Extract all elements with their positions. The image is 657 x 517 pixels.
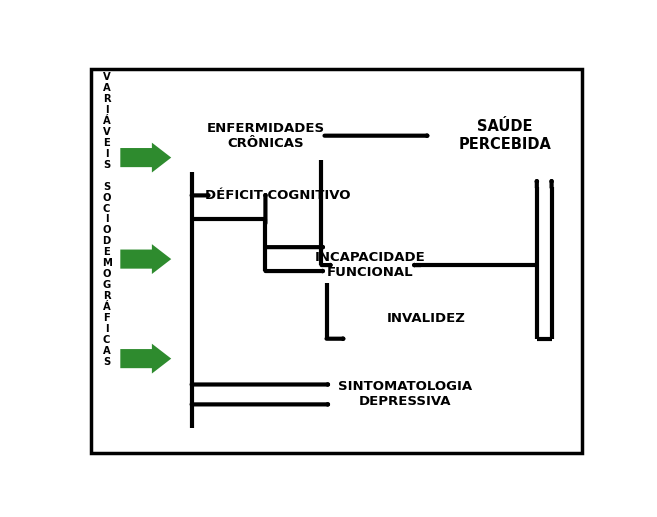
Text: V
A
R
I
Á
V
E
I
S
 
S
O
C
I
O
D
E
M
O
G
R
Á
F
I
C
A
S: V A R I Á V E I S S O C I O D E M O G R … (102, 72, 112, 367)
Text: INCAPACIDADE
FUNCIONAL: INCAPACIDADE FUNCIONAL (315, 251, 425, 279)
Polygon shape (120, 143, 171, 173)
Polygon shape (120, 244, 171, 274)
Text: SAÚDE
PERCEBIDA: SAÚDE PERCEBIDA (459, 119, 551, 152)
Text: ENFERMIDADES
CRÔNICAS: ENFERMIDADES CRÔNICAS (206, 121, 325, 150)
Text: INVALIDEZ: INVALIDEZ (386, 312, 465, 325)
Text: DÉFICIT COGNITIVO: DÉFICIT COGNITIVO (206, 189, 351, 202)
Polygon shape (120, 344, 171, 374)
Text: SINTOMATOLOGIA
DEPRESSIVA: SINTOMATOLOGIA DEPRESSIVA (338, 381, 472, 408)
